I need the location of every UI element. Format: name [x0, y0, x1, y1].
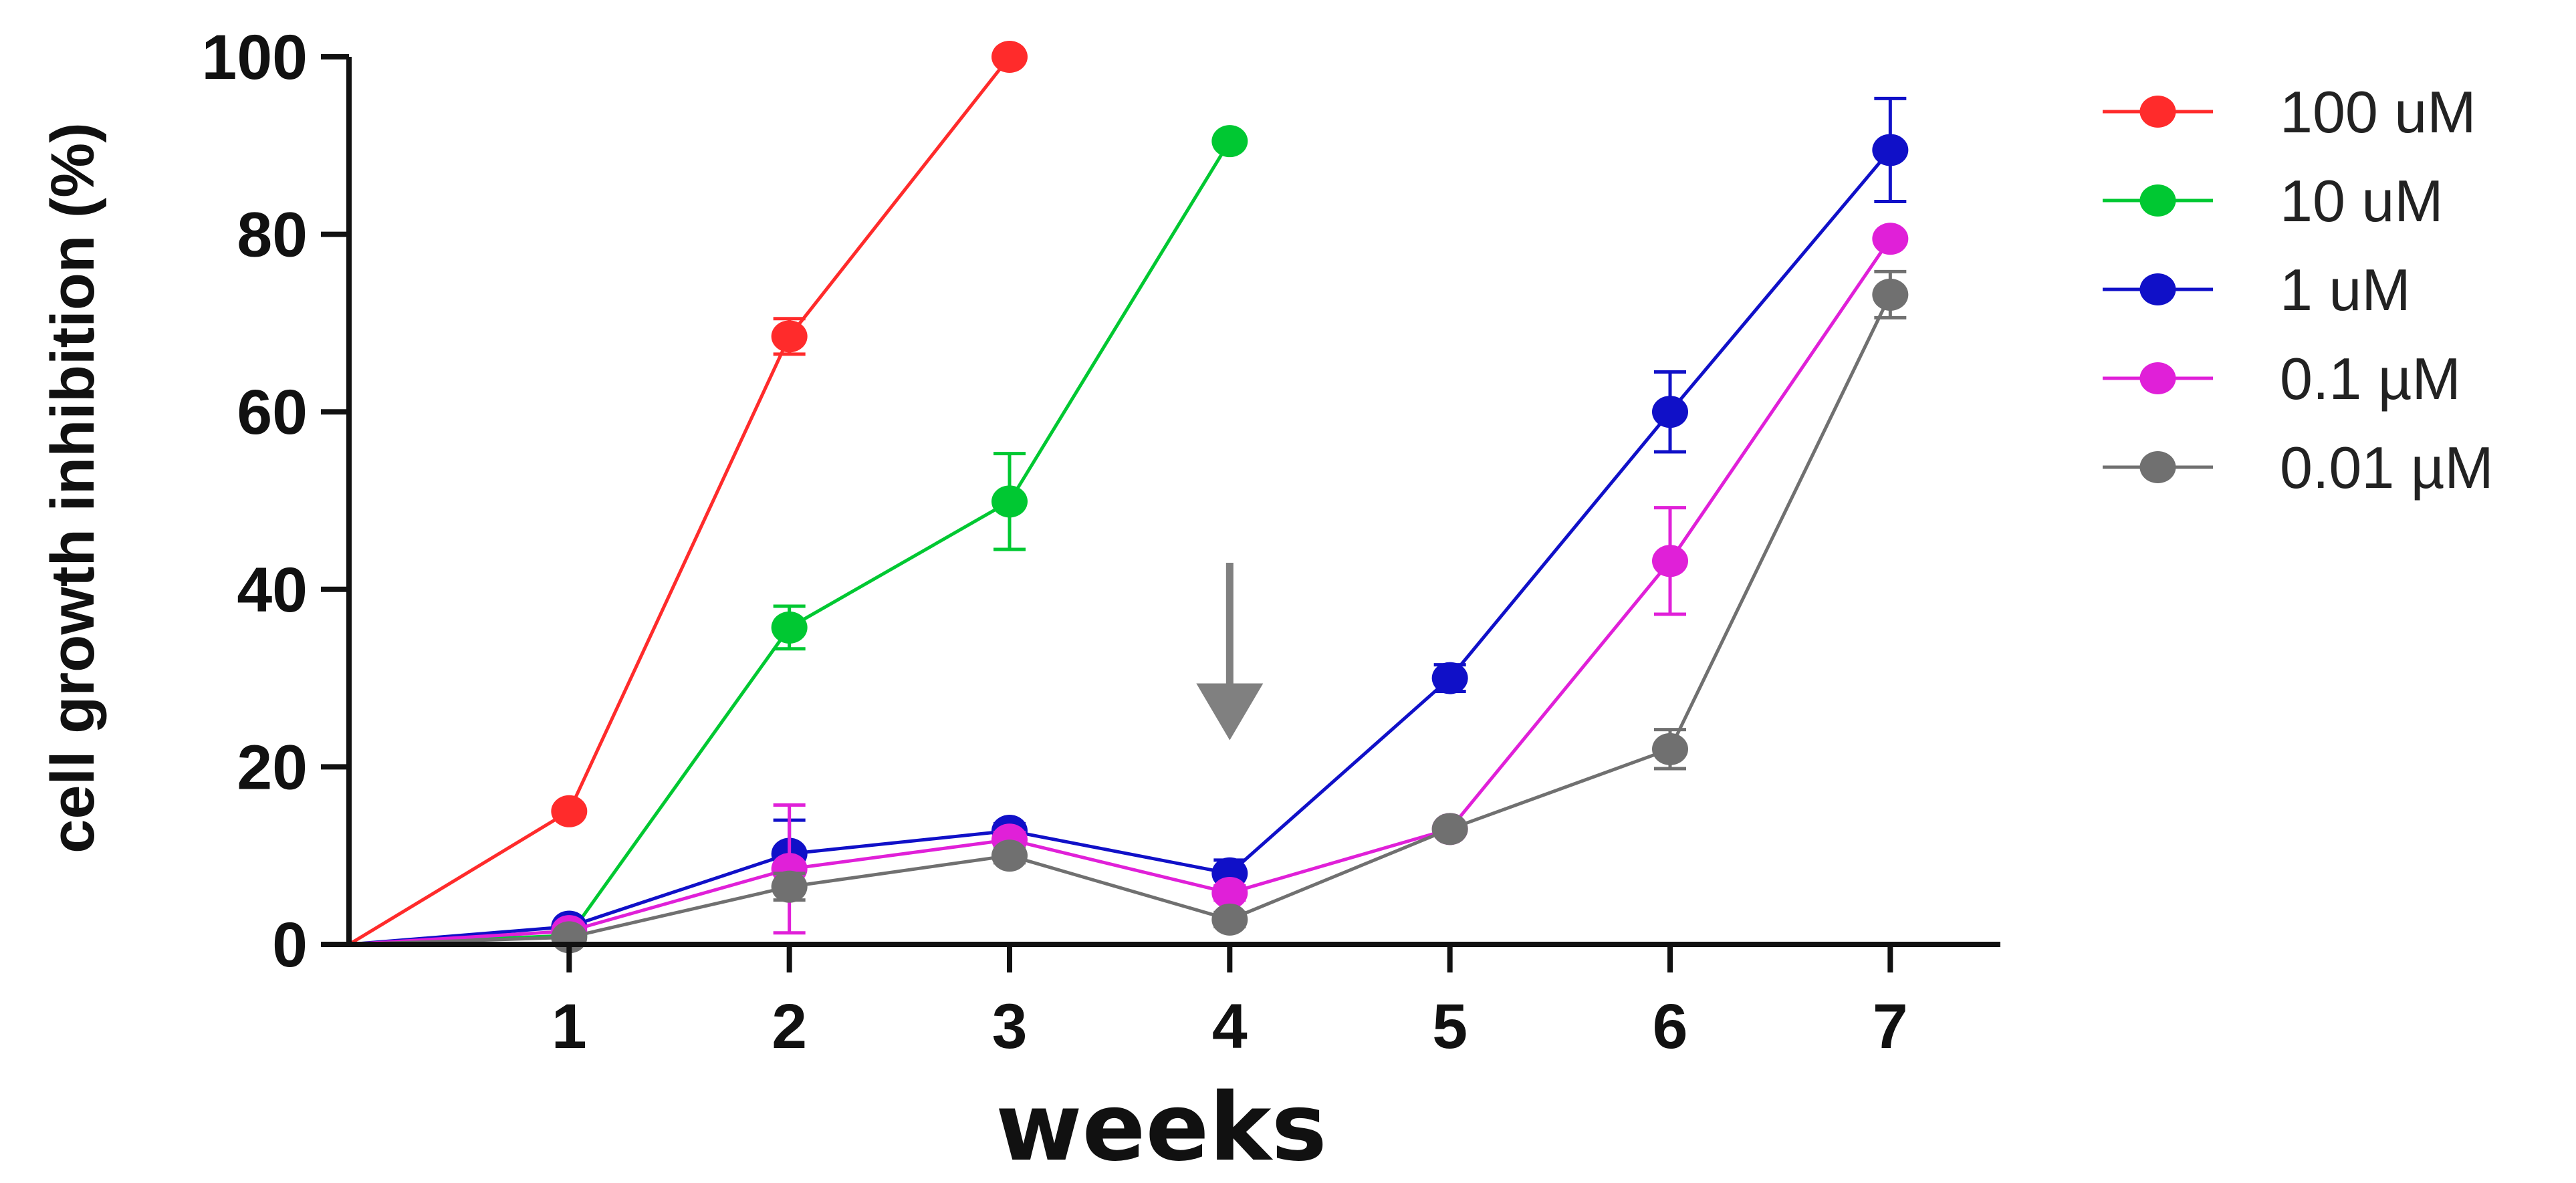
data-point: [771, 870, 808, 903]
plot-annotations: [1196, 562, 1264, 741]
x-axis-title: weeks: [996, 1073, 1327, 1182]
legend-marker: [2139, 96, 2176, 128]
series-line: [348, 55, 1011, 946]
data-point: [1211, 125, 1248, 158]
data-point: [1211, 903, 1248, 936]
arrow-head: [1196, 683, 1264, 741]
data-point: [991, 41, 1028, 73]
legend-label: 1 uM: [2280, 257, 2411, 323]
data-point: [1872, 223, 1909, 255]
x-tick-label: 4: [1212, 991, 1248, 1062]
x-tick-label: 7: [1873, 991, 1908, 1062]
legend-item: 10 uM: [2103, 168, 2444, 234]
legend-item: 1 uM: [2103, 257, 2411, 323]
x-tick-label: 6: [1653, 991, 1688, 1062]
data-point: [1211, 876, 1248, 909]
y-axis-title: cell growth inhibition (%): [39, 122, 107, 853]
x-tick-label: 2: [772, 991, 807, 1062]
data-point: [1431, 662, 1468, 694]
series-1: [348, 125, 1248, 952]
y-tick-label: 20: [237, 732, 308, 803]
x-tick-label: 5: [1432, 991, 1468, 1062]
data-point: [1652, 545, 1688, 577]
data-point: [991, 839, 1028, 872]
series-line: [348, 293, 1892, 946]
y-tick-label: 100: [201, 22, 308, 93]
legend-item: 0.1 µM: [2103, 346, 2461, 412]
legend-marker: [2139, 362, 2176, 394]
legend-label: 0.01 µM: [2280, 434, 2494, 501]
legend-label: 10 uM: [2280, 168, 2444, 234]
data-point: [1872, 134, 1909, 166]
data-point: [991, 485, 1028, 518]
legend-item: 0.01 µM: [2103, 434, 2494, 501]
data-point: [1431, 813, 1468, 845]
plot-series: [348, 41, 1909, 954]
plot-axes: 0 20 40 60 80 100 1 2 3 4 5 6 7: [201, 22, 2000, 1062]
series-0: [348, 41, 1028, 946]
legend-marker: [2139, 273, 2176, 305]
x-tick-label: 1: [552, 991, 587, 1062]
data-point: [1872, 278, 1909, 311]
data-point: [771, 611, 808, 644]
x-tick-label: 3: [992, 991, 1028, 1062]
series-line: [348, 237, 1892, 946]
y-tick-label: 80: [237, 200, 308, 271]
legend-label: 100 uM: [2280, 79, 2476, 145]
series-4: [348, 269, 1909, 954]
series-line: [348, 148, 1892, 946]
data-point: [771, 320, 808, 353]
y-tick-label: 40: [237, 555, 308, 626]
legend-label: 0.1 µM: [2280, 346, 2461, 412]
data-point: [551, 795, 588, 827]
legend: 100 uM 10 uM 1 uM 0.1 µM 0.01 µM: [2103, 79, 2494, 501]
y-tick-label: 60: [237, 377, 308, 448]
data-point: [1652, 396, 1688, 428]
series-3: [348, 223, 1909, 948]
y-tick-label: 0: [272, 910, 308, 980]
legend-item: 100 uM: [2103, 79, 2476, 145]
legend-marker: [2139, 451, 2176, 483]
legend-marker: [2139, 184, 2176, 217]
data-point: [1652, 733, 1688, 765]
